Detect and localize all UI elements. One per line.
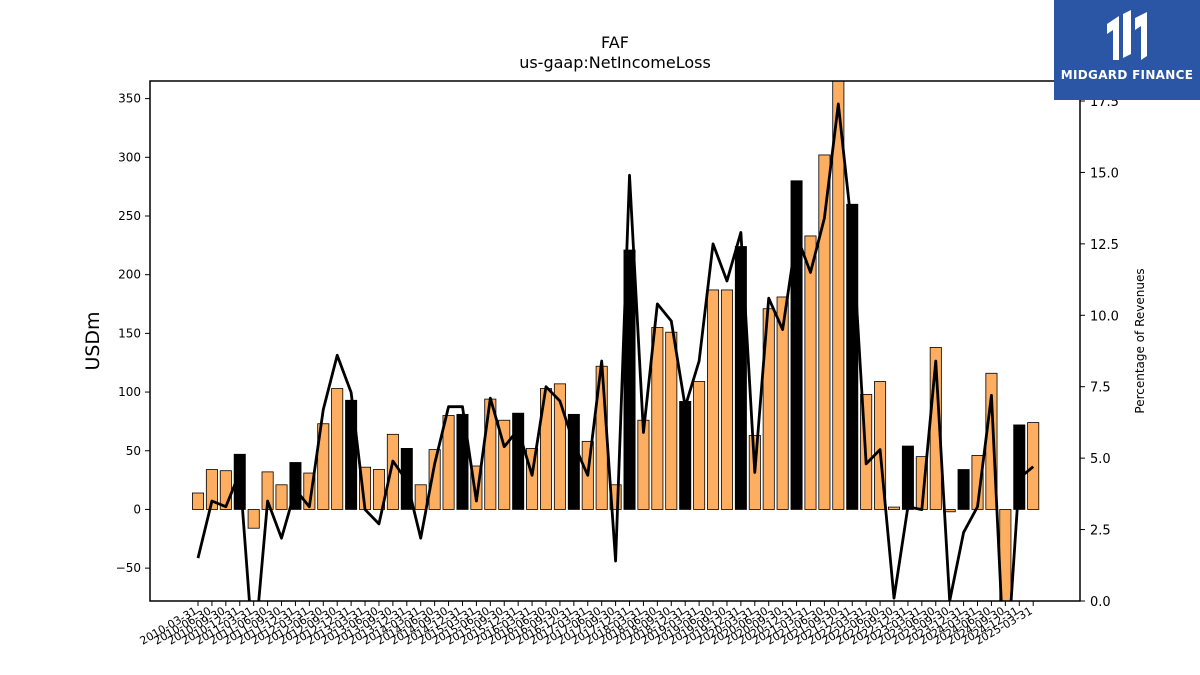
y2-axis-label: Percentage of Revenues [1133, 268, 1147, 413]
bar-quarter [205, 469, 218, 510]
y2-tick-label: 10.0 [1090, 309, 1119, 324]
brand-logo: MIDGARD FINANCE [1054, 0, 1200, 100]
midgard-logo-icon [1107, 10, 1147, 60]
bar-quarter [470, 465, 483, 510]
bar-quarter [247, 509, 260, 529]
y2-tick-label: 15.0 [1090, 166, 1119, 181]
bar-quarter [372, 469, 385, 510]
plot-frame [149, 80, 1081, 602]
bar-quarter [386, 433, 399, 510]
y-tick-label: −50 [116, 561, 141, 575]
bar-annual [790, 180, 803, 510]
bar-annual [957, 469, 970, 510]
bar-quarter [526, 447, 539, 510]
bar-annual [846, 203, 859, 510]
bar-quarter [414, 484, 427, 510]
bar-quarter [888, 506, 901, 510]
bar-quarter [317, 423, 330, 510]
y-tick-label: 150 [118, 326, 141, 340]
bar-quarter [707, 289, 720, 510]
y-tick-label: 250 [118, 209, 141, 223]
bar-quarter [1027, 422, 1040, 510]
brand-name: MIDGARD FINANCE [1060, 68, 1194, 82]
y2-tick-label: 0.0 [1090, 595, 1111, 610]
bar-quarter [442, 415, 455, 510]
y-tick-label: 50 [126, 444, 141, 458]
bar-quarter [818, 154, 831, 510]
bar-quarter [553, 383, 566, 510]
chart-subtitle: us-gaap:NetIncomeLoss [519, 53, 711, 72]
y2-tick-label: 2.5 [1090, 524, 1111, 539]
bar-quarter [275, 484, 288, 510]
bar-quarter [303, 472, 316, 510]
bar-quarter [428, 449, 441, 510]
bar-annual [679, 401, 692, 510]
bar-quarter [804, 235, 817, 510]
chart-title: FAF [601, 33, 629, 52]
bar-quarter [832, 81, 845, 510]
y-tick-label: 100 [118, 385, 141, 399]
bar-quarter [720, 289, 733, 510]
y-tick-label: 0 [133, 502, 141, 516]
y2-tick-label: 12.5 [1090, 238, 1119, 253]
y-axis-label: USDm [82, 311, 104, 370]
bar-quarter [776, 296, 789, 510]
bar-annual [512, 412, 525, 510]
bar-annual [901, 445, 914, 510]
bar-annual [289, 462, 302, 510]
bar-quarter [191, 492, 204, 510]
y2-tick-label: 5.0 [1090, 452, 1111, 467]
y2-tick-label: 7.5 [1090, 381, 1111, 396]
bar-quarter [693, 381, 706, 510]
bar-quarter [874, 381, 887, 510]
bar-quarter [665, 331, 678, 510]
bar-annual [623, 249, 636, 510]
pct-revenue-line [196, 102, 1035, 601]
y-tick-label: 300 [118, 150, 141, 164]
y-tick-label: 350 [118, 92, 141, 106]
plot-area: −50 0 50 100 150 200 250 300 350 0.0 2.5 5.0 7.5 10.0… [116, 80, 1119, 648]
bar-quarter [331, 388, 344, 510]
bar-annual [1013, 424, 1026, 510]
bar-quarter [651, 327, 664, 510]
y-tick-label: 200 [118, 268, 141, 282]
bar-quarter [498, 419, 511, 510]
bar-annual [567, 413, 580, 510]
